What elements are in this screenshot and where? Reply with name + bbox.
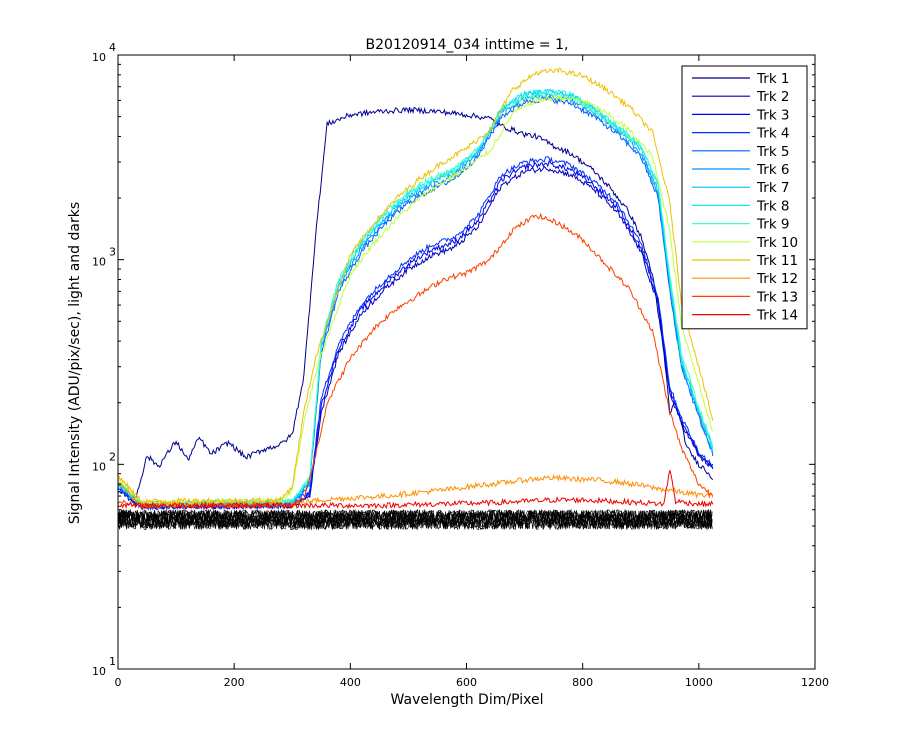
legend-item: Trk 6 [692, 162, 790, 178]
legend-item: Trk 7 [692, 180, 790, 196]
legend-label: Trk 5 [756, 144, 790, 160]
y-axis-label: Signal Intensity (ADU/pix/sec), light an… [67, 202, 83, 524]
legend-item: Trk 4 [692, 126, 790, 142]
legend-item: Trk 12 [692, 271, 798, 287]
series-line-trk-13 [117, 212, 714, 511]
legend-item: Trk 10 [692, 235, 798, 251]
svg-text:2: 2 [109, 450, 116, 463]
dark-frame-line [117, 508, 713, 531]
series-line-trk-1 [117, 106, 714, 501]
svg-text:10: 10 [92, 665, 106, 678]
series-line-trk-14 [117, 470, 714, 510]
svg-text:10: 10 [92, 256, 106, 269]
series-group [117, 67, 714, 512]
series-line-trk-11 [117, 67, 714, 506]
x-tick-label: 1000 [685, 676, 713, 689]
legend-item: Trk 11 [692, 253, 798, 269]
y-tick-label: 102 [92, 450, 116, 473]
legend-label: Trk 11 [756, 253, 798, 269]
series-line-trk-10 [117, 94, 714, 507]
legend-label: Trk 2 [756, 89, 790, 105]
legend-label: Trk 8 [756, 198, 790, 214]
legend-item: Trk 9 [692, 217, 790, 233]
dark-frame-line [117, 508, 713, 531]
legend-label: Trk 6 [756, 162, 790, 178]
y-tick-label: 103 [92, 246, 116, 269]
series-line-trk-9 [117, 91, 714, 509]
legend-label: Trk 13 [756, 289, 798, 305]
dark-frame-line [117, 508, 713, 531]
legend-item: Trk 1 [692, 71, 790, 87]
dark-frames [117, 508, 713, 531]
legend-item: Trk 8 [692, 198, 790, 214]
svg-text:3: 3 [109, 246, 116, 259]
legend-label: Trk 14 [756, 308, 798, 324]
legend-item: Trk 13 [692, 289, 798, 305]
legend-label: Trk 12 [756, 271, 798, 287]
x-tick-label: 400 [340, 676, 361, 689]
x-axis-label: Wavelength Dim/Pixel [391, 692, 544, 708]
legend-box [681, 65, 808, 330]
legend-label: Trk 3 [756, 107, 790, 123]
legend-item: Trk 3 [692, 107, 790, 123]
legend-item: Trk 2 [692, 89, 790, 105]
svg-text:1: 1 [109, 655, 116, 668]
legend-label: Trk 1 [756, 71, 790, 87]
y-tick-label: 104 [92, 41, 116, 64]
dark-frame-line [117, 509, 713, 531]
legend-label: Trk 4 [756, 126, 790, 142]
legend-label: Trk 10 [756, 235, 798, 251]
svg-text:4: 4 [109, 41, 116, 54]
chart-title: B20120914_034 inttime = 1, [366, 37, 569, 53]
legend-label: Trk 7 [756, 180, 790, 196]
x-tick-label: 600 [456, 676, 477, 689]
x-tick-label: 800 [572, 676, 593, 689]
x-tick-label: 200 [224, 676, 245, 689]
svg-text:10: 10 [92, 51, 106, 64]
x-tick-label: 1200 [801, 676, 829, 689]
y-tick-label: 101 [92, 655, 116, 678]
legend: Trk 1 Trk 2 Trk 3 Trk 4 Trk 5 Trk 6 Trk 7 Trk 8… [681, 65, 808, 330]
legend-item: Trk 14 [692, 308, 798, 324]
svg-text:10: 10 [92, 460, 106, 473]
x-tick-label: 0 [115, 676, 122, 689]
legend-label: Trk 9 [756, 217, 790, 233]
legend-item: Trk 5 [692, 144, 790, 160]
